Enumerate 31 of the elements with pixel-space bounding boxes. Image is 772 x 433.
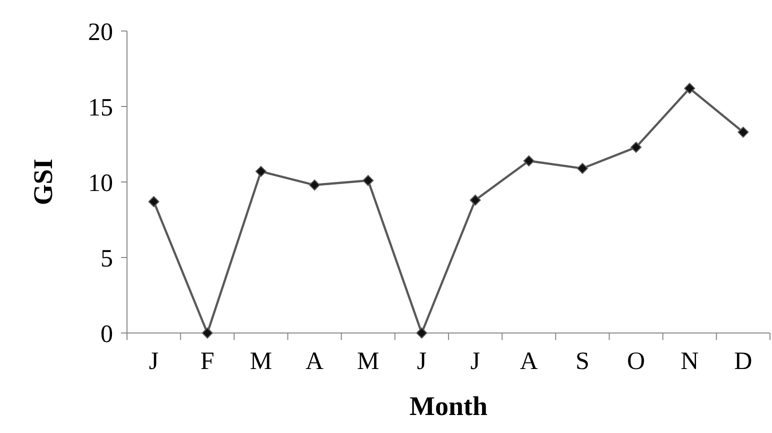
point [523,155,534,166]
x-tick-label: M [250,348,272,375]
y-tick-label: 5 [100,245,113,272]
point [255,166,266,177]
point [738,126,749,138]
x-tick-label: N [680,348,699,375]
y-tick-label: 0 [100,320,113,348]
point [576,162,588,174]
x-tick-label: A [306,348,324,375]
point [309,180,320,191]
x-tick-label: M [357,348,380,375]
point [362,174,374,186]
point [148,196,160,208]
x-tick-label: J [470,348,480,375]
x-tick-label: J [416,348,427,375]
x-tick-label: F [200,348,214,375]
x-tick-label: J [148,348,159,375]
y-tick-label: 10 [88,170,113,197]
point [470,194,481,206]
x-tick-label: O [627,348,646,375]
x-axis-title: Month [409,391,488,421]
y-axis-title: GSI [28,158,58,206]
y-tick-label: 15 [88,94,113,122]
x-tick-label: D [734,348,752,375]
x-tick-label: A [520,348,538,375]
y-tick-label: 20 [88,18,113,46]
point [630,142,642,153]
x-tick-label: S [576,348,590,375]
point [684,82,696,94]
point [202,328,213,338]
point [416,328,428,338]
